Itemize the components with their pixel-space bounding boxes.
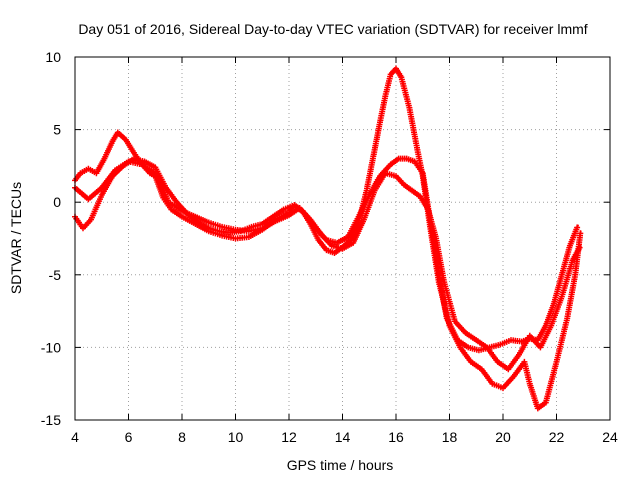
series-3 <box>72 158 583 373</box>
y-tick-label: 10 <box>45 49 61 65</box>
x-tick-label: 4 <box>71 429 79 445</box>
x-tick-label: 12 <box>281 429 297 445</box>
y-tick-label: -15 <box>41 412 61 428</box>
axis-ticks: 4 6 8 10 12 14 16 18 20 22 24 10 5 0 -5 -10 -15 <box>41 49 618 445</box>
x-tick-label: 10 <box>228 429 244 445</box>
grid <box>75 57 610 420</box>
data-series <box>72 65 584 412</box>
y-tick-label: 5 <box>53 122 61 138</box>
y-tick-label: -10 <box>41 339 61 355</box>
y-tick-label: -5 <box>49 267 62 283</box>
x-tick-label: 24 <box>602 429 618 445</box>
x-tick-label: 20 <box>495 429 511 445</box>
data-point <box>574 224 581 231</box>
x-tick-label: 14 <box>335 429 351 445</box>
x-tick-label: 16 <box>388 429 404 445</box>
x-tick-label: 18 <box>442 429 458 445</box>
chart-title: Day 051 of 2016, Sidereal Day-to-day VTE… <box>78 21 587 37</box>
x-tick-label: 8 <box>178 429 186 445</box>
x-tick-label: 6 <box>125 429 133 445</box>
data-point <box>577 230 584 237</box>
x-axis-label: GPS time / hours <box>287 457 394 473</box>
y-tick-label: 0 <box>53 194 61 210</box>
data-point <box>576 244 583 251</box>
y-axis-label: SDTVAR / TECUs <box>8 182 24 294</box>
x-tick-label: 22 <box>549 429 565 445</box>
